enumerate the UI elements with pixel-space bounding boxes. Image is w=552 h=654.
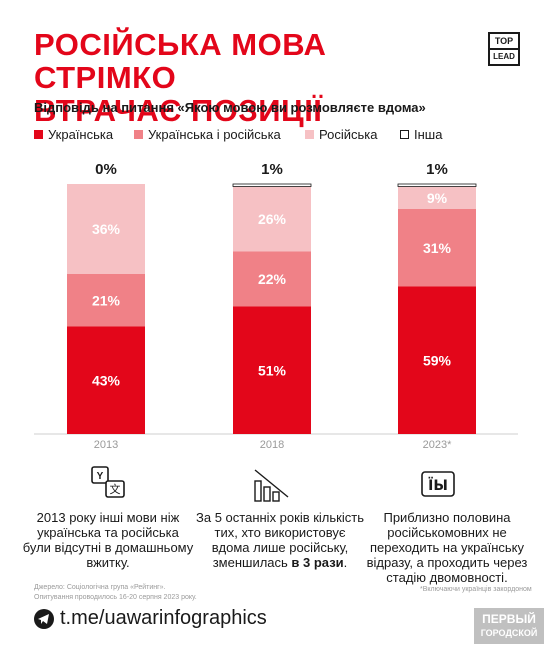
svg-text:Y: Y	[97, 471, 104, 482]
source-note: Джерело: Соціологічна група «Рейтинг». О…	[34, 583, 197, 603]
x-tick-label-2013: 2013	[94, 439, 118, 451]
watermark-line-2: ГОРОДСКОЙ	[480, 628, 538, 638]
footnote: *Включаючи українців закордоном	[420, 586, 532, 593]
legend-label-bilingual: Українська і російська	[148, 127, 281, 142]
cyrillic-letters-icon: ЇЫ	[421, 471, 455, 497]
legend-item-ukrainian: Українська	[34, 127, 113, 142]
source-line-2: Опитування проводилось 16-20 серпня 2023…	[34, 594, 197, 601]
top-label-2018: 1%	[261, 161, 283, 178]
declining-bars-icon	[254, 469, 289, 502]
bar-ukrainian-2023-	[398, 286, 476, 434]
legend-swatch-ukrainian	[34, 130, 43, 139]
translate-icon: Y 文	[91, 466, 125, 498]
bar-russian-2023-	[398, 186, 476, 209]
bar-russian-2018	[233, 186, 311, 252]
svg-text:ЇЫ: ЇЫ	[428, 477, 448, 494]
telegram-icon	[34, 609, 54, 629]
source-line-1: Джерело: Соціологічна група «Рейтинг».	[34, 584, 166, 591]
bar-russian-2013	[67, 184, 145, 274]
info-text-2018-bold: в 3 рази	[291, 555, 344, 570]
bar-bilingual-2018	[233, 251, 311, 307]
legend-item-russian: Російська	[305, 127, 377, 142]
data-label-ukrainian-2018: 51%	[258, 362, 287, 378]
page-title: РОСІЙСЬКА МОВА СТРІМКО ВТРАЧАЄ ПОЗИЦІЇ	[34, 28, 474, 127]
legend-item-other: Інша	[400, 127, 442, 142]
data-label-russian-2023-: 9%	[427, 190, 448, 206]
stacked-bar-chart: 43% 21% 36% 0% 2013 51% 22% 26% 1% 2018 59% 31% 9% 1%…	[34, 161, 518, 451]
bar-other-2018	[232, 183, 312, 187]
bar-ukrainian-2018	[233, 306, 311, 434]
legend-label-other: Інша	[414, 127, 443, 142]
info-text-2018-main: За 5 останніх років кількість тих, хто в…	[196, 510, 364, 570]
svg-text:文: 文	[110, 482, 121, 496]
brand-logo: TOP LEAD	[488, 32, 520, 66]
x-tick-label-2018: 2018	[260, 439, 284, 451]
data-label-russian-2013: 36%	[92, 221, 121, 237]
watermark-line-1: ПЕРВЫЙ	[482, 612, 536, 626]
brand-logo-top: TOP	[490, 34, 518, 50]
legend-swatch-russian	[305, 130, 314, 139]
legend-label-ukrainian: Українська	[48, 127, 114, 142]
title-line-1: РОСІЙСЬКА МОВА СТРІМКО	[34, 27, 327, 95]
watermark-logo: ПЕРВЫЙ ГОРОДСКОЙ	[474, 608, 544, 644]
telegram-channel-link[interactable]: t.me/uawarinfographics	[60, 607, 267, 629]
x-tick-label-2023-: 2023*	[423, 439, 452, 451]
data-label-bilingual-2018: 22%	[258, 271, 287, 287]
legend-swatch-other	[400, 130, 409, 139]
title-line-2: ВТРАЧАЄ ПОЗИЦІЇ	[34, 93, 323, 128]
data-label-ukrainian-2023-: 59%	[423, 352, 452, 368]
info-text-2023: Приблизно половина російськомовних не пе…	[366, 510, 528, 585]
legend-swatch-bilingual	[134, 130, 143, 139]
bar-ukrainian-2013	[67, 326, 145, 434]
data-label-bilingual-2013: 21%	[92, 292, 121, 308]
legend-label-russian: Російська	[319, 127, 378, 142]
info-text-2018-end: .	[343, 555, 348, 570]
telegram-plane-icon	[38, 614, 49, 624]
legend-item-bilingual: Українська і російська	[134, 127, 281, 142]
bar-bilingual-2013	[67, 274, 145, 327]
info-text-2013: 2013 року інші мови ніж українська та ро…	[22, 510, 194, 570]
bar-bilingual-2023-	[398, 209, 476, 287]
data-label-ukrainian-2013: 43%	[92, 372, 121, 388]
top-label-2023-: 1%	[426, 161, 448, 178]
data-label-bilingual-2023-: 31%	[423, 240, 452, 256]
data-label-russian-2018: 26%	[258, 211, 287, 227]
top-label-2013: 0%	[95, 161, 117, 178]
chart-subtitle: Відповідь на питання «Якою мовою ви розм…	[34, 100, 426, 115]
info-text-2018: За 5 останніх років кількість тих, хто в…	[196, 510, 364, 570]
brand-logo-bottom: LEAD	[493, 52, 515, 61]
bar-other-2023-	[397, 183, 477, 187]
